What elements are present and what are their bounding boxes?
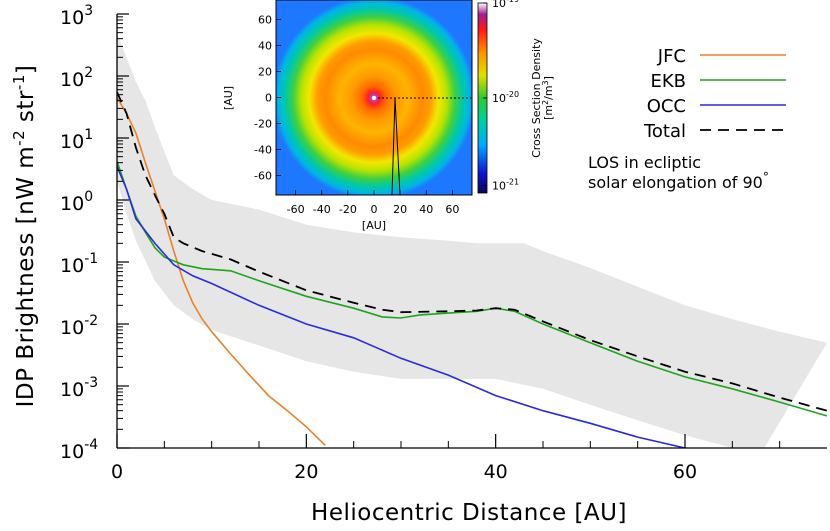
inset-ticks: -60 -40 -20 0 20 40 60 60 40 20 0 -20 -40 -60: [254, 14, 459, 217]
colorbar-tick-label: 10-19: [492, 0, 519, 10]
inset-x-tick-label: -40: [313, 203, 331, 216]
inset-y-tick-label: -20: [254, 118, 272, 131]
los-annotation: LOS in ecliptic solar elongation of 90°: [588, 153, 769, 192]
inset-y-tick-label: 0: [265, 92, 272, 105]
y-tick-label: 10-4: [60, 437, 98, 463]
inset-x-tick-label: 0: [371, 203, 378, 216]
legend-label-occ: OCC: [647, 96, 686, 117]
y-tick-label: 101: [60, 127, 93, 153]
annotation-line-2: solar elongation of 90°: [588, 170, 769, 192]
inset-y-tick-label: 40: [258, 40, 272, 53]
inset-y-tick-label: -40: [254, 144, 272, 157]
inset-y-tick-label: 60: [258, 14, 272, 27]
series-line-ekb: [117, 161, 827, 417]
colorbar-tick-label: 10-21: [492, 177, 519, 192]
uncertainty-band-layer: [117, 32, 827, 448]
inset-x-tick-label: -20: [339, 203, 357, 216]
inset-y-tick-label: 20: [258, 66, 272, 79]
inset-y-label: [AU]: [222, 86, 235, 110]
series-line-total: [117, 91, 827, 412]
x-tick-label: 40: [484, 461, 508, 483]
annotation-line-1: LOS in ecliptic: [588, 153, 701, 172]
y-axis-title: IDP Brightness [nW m-2 str-1]: [10, 65, 39, 408]
y-tick-label: 10-1: [60, 251, 98, 277]
colorbar-label-line-1: Cross Section Density: [530, 38, 543, 158]
inset-heatmap: -60 -40 -20 0 20 40 60 60 40 20 0 -20 -40 -60 [AU] [A…: [222, 0, 555, 232]
x-tick-label: 0: [111, 461, 123, 483]
inset-sun-marker: [372, 96, 376, 100]
legend-label-total: Total: [643, 121, 686, 142]
legend-label-ekb: EKB: [650, 71, 686, 92]
inset-y-tick-label: -60: [254, 170, 272, 183]
colorbar-label-line-2: [m2/m3]: [541, 76, 556, 120]
series-layer: [117, 91, 827, 448]
tick-layer: 0 20 40 60 10-4 10-3 10-2 10-1 100 101 102 103: [60, 3, 781, 483]
y-tick-label: 10-2: [60, 313, 98, 339]
inset-los-cone: [391, 97, 401, 196]
inset-x-label: [AU]: [362, 219, 386, 232]
x-axis-title: Heliocentric Distance [AU]: [311, 500, 627, 526]
inset-x-tick-label: -60: [287, 203, 305, 216]
colorbar-tick-label: 10-20: [492, 90, 519, 105]
inset-x-tick-label: 60: [445, 203, 459, 216]
legend-label-jfc: JFC: [657, 46, 686, 67]
series-line-occ: [117, 165, 691, 448]
y-tick-label: 102: [60, 65, 93, 91]
series-line-jfc: [117, 97, 326, 446]
uncertainty-band: [117, 32, 827, 448]
legend: JFC EKB OCC Total: [643, 46, 786, 142]
colorbar-ticks: 10-19 10-20 10-21: [483, 0, 519, 192]
y-tick-label: 100: [60, 189, 93, 215]
axes-frame: [116, 14, 827, 449]
x-tick-label: 60: [673, 461, 697, 483]
y-tick-label: 103: [60, 3, 93, 29]
inset-x-tick-label: 40: [419, 203, 433, 216]
y-tick-label: 10-3: [60, 375, 98, 401]
inset-x-tick-label: 20: [393, 203, 407, 216]
x-tick-label: 20: [294, 461, 318, 483]
